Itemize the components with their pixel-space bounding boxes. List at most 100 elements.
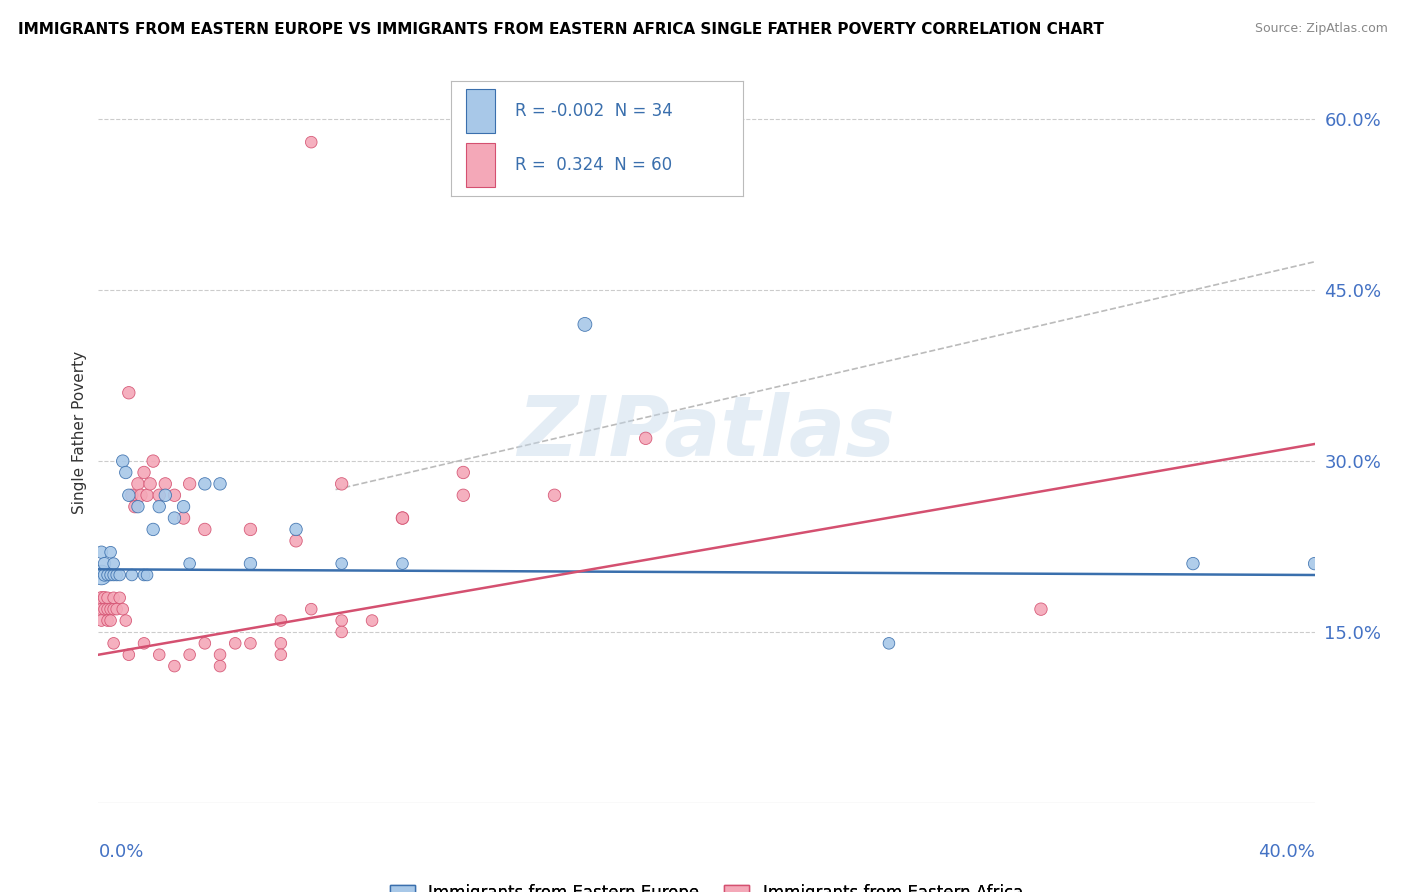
Point bbox=[391, 511, 413, 525]
Point bbox=[148, 488, 170, 502]
Point bbox=[90, 545, 112, 559]
Point bbox=[103, 636, 125, 650]
Point bbox=[114, 466, 136, 480]
Legend: Immigrants from Eastern Europe, Immigrants from Eastern Africa: Immigrants from Eastern Europe, Immigran… bbox=[384, 878, 1029, 892]
Text: 0.0%: 0.0% bbox=[98, 843, 143, 861]
Point bbox=[163, 511, 186, 525]
Point bbox=[96, 591, 118, 605]
Point bbox=[139, 476, 162, 491]
Point bbox=[96, 602, 118, 616]
Point bbox=[1303, 557, 1326, 571]
Point bbox=[1182, 557, 1205, 571]
Point bbox=[111, 602, 134, 616]
Point bbox=[299, 135, 322, 149]
Point bbox=[453, 488, 475, 502]
Point bbox=[105, 602, 128, 616]
Point bbox=[209, 659, 232, 673]
Point bbox=[90, 568, 112, 582]
Point bbox=[543, 488, 565, 502]
Point bbox=[142, 454, 165, 468]
Point bbox=[163, 659, 186, 673]
Point bbox=[877, 636, 900, 650]
Point bbox=[136, 568, 159, 582]
Point bbox=[93, 602, 115, 616]
Point bbox=[96, 568, 118, 582]
Point bbox=[194, 636, 217, 650]
Point bbox=[121, 568, 143, 582]
Point bbox=[118, 648, 141, 662]
Point bbox=[634, 431, 657, 445]
Point bbox=[173, 511, 195, 525]
Point bbox=[209, 476, 232, 491]
Point bbox=[121, 488, 143, 502]
Point bbox=[129, 488, 152, 502]
Point bbox=[132, 466, 155, 480]
Point bbox=[114, 614, 136, 628]
Point bbox=[132, 636, 155, 650]
Point bbox=[93, 568, 115, 582]
Point bbox=[108, 568, 131, 582]
Point bbox=[93, 591, 115, 605]
Point bbox=[179, 557, 201, 571]
Point bbox=[124, 500, 146, 514]
Point bbox=[127, 500, 149, 514]
Point bbox=[194, 476, 217, 491]
Point bbox=[100, 614, 122, 628]
Point bbox=[179, 476, 201, 491]
Point bbox=[90, 614, 112, 628]
Point bbox=[1029, 602, 1052, 616]
Point bbox=[155, 488, 177, 502]
Point bbox=[100, 545, 122, 559]
Point bbox=[155, 476, 177, 491]
Text: 40.0%: 40.0% bbox=[1258, 843, 1315, 861]
Point bbox=[391, 557, 413, 571]
Point bbox=[330, 557, 353, 571]
Point bbox=[239, 557, 262, 571]
Point bbox=[96, 614, 118, 628]
Point bbox=[574, 318, 596, 332]
Point bbox=[270, 648, 292, 662]
Point bbox=[103, 557, 125, 571]
Point bbox=[163, 488, 186, 502]
Point bbox=[173, 500, 195, 514]
Point bbox=[103, 602, 125, 616]
Point bbox=[90, 602, 112, 616]
Text: ZIPatlas: ZIPatlas bbox=[517, 392, 896, 473]
Point bbox=[105, 568, 128, 582]
Point bbox=[100, 568, 122, 582]
Point bbox=[103, 591, 125, 605]
Point bbox=[90, 591, 112, 605]
Point bbox=[127, 476, 149, 491]
Point bbox=[194, 523, 217, 537]
Point bbox=[118, 385, 141, 400]
Point bbox=[239, 523, 262, 537]
Point bbox=[285, 523, 308, 537]
Point bbox=[93, 557, 115, 571]
Point bbox=[224, 636, 246, 650]
Point bbox=[136, 488, 159, 502]
Point bbox=[330, 624, 353, 639]
Text: IMMIGRANTS FROM EASTERN EUROPE VS IMMIGRANTS FROM EASTERN AFRICA SINGLE FATHER P: IMMIGRANTS FROM EASTERN EUROPE VS IMMIGR… bbox=[18, 22, 1104, 37]
Point bbox=[108, 591, 131, 605]
Point bbox=[270, 636, 292, 650]
Point bbox=[239, 636, 262, 650]
Point bbox=[391, 511, 413, 525]
Point bbox=[148, 648, 170, 662]
Point bbox=[330, 476, 353, 491]
Text: Source: ZipAtlas.com: Source: ZipAtlas.com bbox=[1254, 22, 1388, 36]
Point bbox=[132, 568, 155, 582]
Point bbox=[361, 614, 384, 628]
Point bbox=[118, 488, 141, 502]
Point bbox=[179, 648, 201, 662]
Point bbox=[148, 500, 170, 514]
Point bbox=[100, 602, 122, 616]
Point bbox=[111, 454, 134, 468]
Point bbox=[103, 568, 125, 582]
Y-axis label: Single Father Poverty: Single Father Poverty bbox=[72, 351, 87, 514]
Point bbox=[285, 533, 308, 548]
Point bbox=[299, 602, 322, 616]
Point bbox=[142, 523, 165, 537]
Point bbox=[453, 466, 475, 480]
Point bbox=[330, 614, 353, 628]
Point bbox=[209, 648, 232, 662]
